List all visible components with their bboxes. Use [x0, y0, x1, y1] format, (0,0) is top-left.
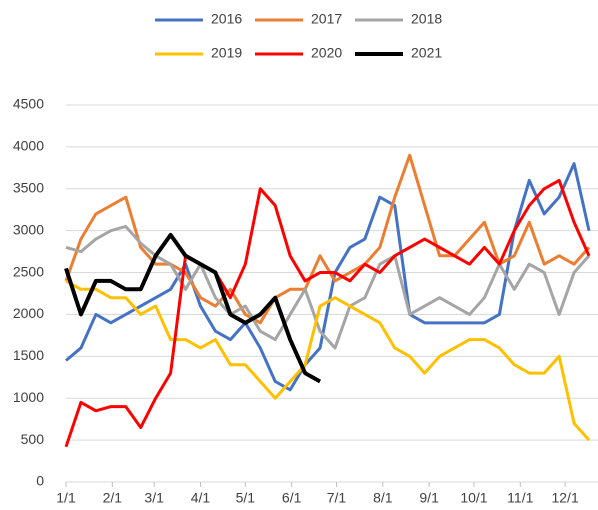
y-tick-label: 2500: [13, 263, 44, 279]
y-tick-label: 500: [21, 431, 45, 447]
x-tick-label: 8/1: [373, 490, 393, 506]
y-tick-label: 3500: [13, 179, 44, 195]
x-tick-label: 5/1: [236, 490, 256, 506]
y-tick-label: 3000: [13, 221, 44, 237]
x-tick-label: 12/1: [551, 490, 578, 506]
y-tick-label: 4000: [13, 138, 44, 154]
y-tick-label: 1000: [13, 389, 44, 405]
series-line: [65, 224, 591, 350]
x-tick-label: 4/1: [191, 490, 211, 506]
x-tick-label: 1/1: [56, 490, 76, 506]
series-line: [64, 232, 322, 384]
x-tick-label: 10/1: [460, 490, 487, 506]
legend-label: 2021: [411, 45, 442, 61]
y-tick-label: 1500: [13, 347, 44, 363]
y-tick-label: 2000: [13, 305, 44, 321]
series-line: [65, 162, 591, 392]
legend-label: 2020: [311, 45, 342, 61]
x-tick-label: 2/1: [103, 490, 123, 506]
x-tick-label: 3/1: [144, 490, 164, 506]
y-tick-label: 0: [36, 473, 44, 489]
x-tick-label: 11/1: [507, 490, 533, 506]
y-tick-label: 4500: [13, 96, 44, 112]
x-tick-label: 6/1: [282, 490, 302, 506]
series-line: [64, 178, 591, 448]
series-line: [65, 279, 591, 442]
x-tick-label: 9/1: [419, 490, 439, 506]
legend-label: 2019: [211, 45, 242, 61]
legend-label: 2016: [211, 11, 242, 27]
x-tick-label: 7/1: [327, 490, 347, 506]
legend-label: 2017: [311, 11, 342, 27]
legend-label: 2018: [411, 11, 442, 27]
